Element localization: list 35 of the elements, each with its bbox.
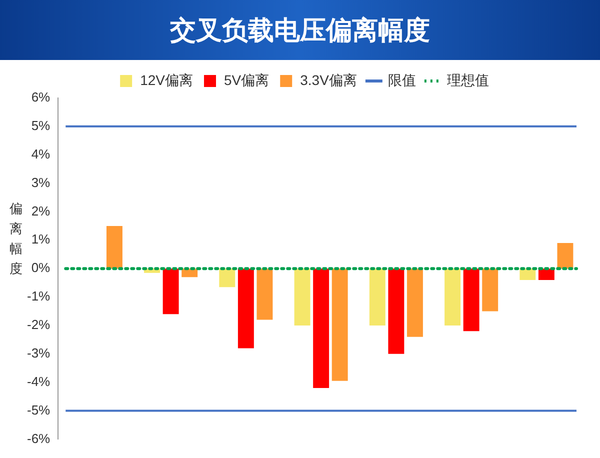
bar — [256, 268, 273, 320]
bar — [406, 268, 423, 337]
y-tick-label: 0% — [31, 260, 51, 276]
bar — [482, 268, 498, 312]
y-tick-label: 2% — [31, 203, 51, 218]
y-tick-label: 3% — [31, 174, 51, 190]
bar — [463, 268, 480, 332]
y-tick-label: -5% — [26, 402, 51, 418]
bar — [388, 268, 404, 354]
bar — [106, 226, 122, 269]
bar — [332, 268, 348, 381]
y-tick-label: -1% — [26, 288, 51, 304]
legend-label: 限值 — [388, 72, 416, 88]
y-tick-label: -2% — [26, 317, 51, 332]
bar — [294, 268, 310, 326]
chart-title: 交叉负载电压偏离幅度 — [170, 14, 430, 48]
legend-label: 理想值 — [446, 72, 489, 88]
legend-label: 3.3V偏离 — [300, 72, 357, 88]
bar — [162, 268, 179, 314]
y-tick-label: -6% — [26, 430, 51, 446]
y-axis-title: 偏离幅度 — [8, 201, 24, 279]
bar — [238, 268, 254, 348]
y-tick-label: -3% — [26, 345, 51, 360]
bar — [219, 268, 236, 288]
y-tick-label: 1% — [31, 232, 51, 247]
bar — [444, 268, 461, 326]
bar — [557, 243, 574, 269]
bar — [369, 268, 386, 326]
y-tick-label: 5% — [31, 118, 51, 134]
y-tick-label: 4% — [31, 146, 51, 162]
y-tick-label: 6% — [31, 90, 51, 105]
legend-label: 5V偏离 — [224, 72, 270, 88]
y-tick-label: -4% — [26, 374, 51, 389]
legend-label: 12V偏离 — [140, 72, 194, 88]
bar — [313, 268, 330, 388]
